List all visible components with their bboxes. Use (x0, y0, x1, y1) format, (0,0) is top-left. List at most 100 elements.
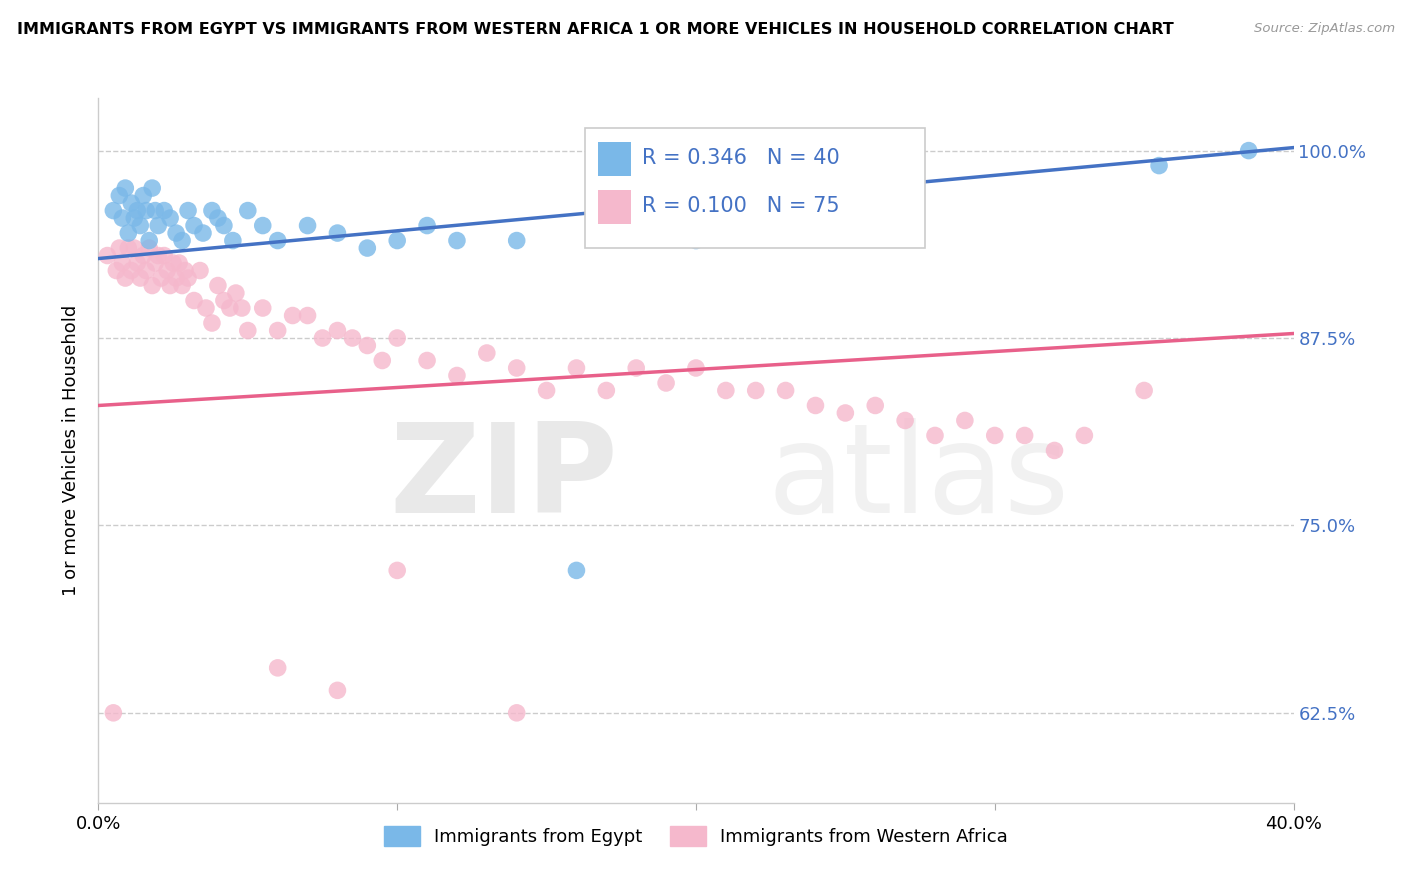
Point (124, 241, 146, 255)
Text: atlas: atlas (768, 418, 1070, 539)
Point (127, 256, 149, 270)
Point (326, 683, 349, 698)
Point (685, 361, 707, 376)
Point (165, 226, 187, 240)
Point (172, 278, 194, 293)
Point (865, 399, 887, 413)
Point (111, 256, 134, 270)
Point (188, 263, 211, 277)
Text: R = 0.346   N = 40: R = 0.346 N = 40 (643, 148, 839, 168)
Point (143, 203, 166, 218)
Point (135, 203, 157, 218)
Point (804, 399, 827, 413)
Point (953, 413, 976, 427)
Point (159, 211, 181, 225)
Point (565, 361, 588, 376)
Point (129, 219, 152, 233)
Point (138, 241, 160, 255)
Point (385, 234, 409, 248)
Point (120, 263, 142, 277)
Point (506, 234, 529, 248)
Point (446, 368, 468, 383)
Text: Source: ZipAtlas.com: Source: ZipAtlas.com (1254, 22, 1395, 36)
Point (114, 181, 136, 195)
Point (984, 428, 1007, 442)
Point (96, 248, 118, 262)
Point (153, 203, 176, 218)
Point (595, 384, 617, 398)
Point (167, 256, 190, 270)
Point (416, 353, 439, 368)
Y-axis label: 1 or more Vehicles in Household: 1 or more Vehicles in Household (62, 305, 80, 596)
FancyBboxPatch shape (585, 128, 925, 247)
Point (222, 234, 245, 248)
Point (342, 331, 364, 345)
Point (252, 219, 274, 233)
Point (148, 248, 170, 262)
Point (281, 309, 304, 323)
Point (685, 234, 707, 248)
Point (446, 234, 468, 248)
Point (1014, 428, 1036, 442)
Point (219, 301, 242, 315)
Point (132, 188, 155, 202)
Point (1043, 443, 1066, 458)
Point (141, 278, 163, 293)
Point (212, 293, 235, 308)
Point (156, 263, 179, 277)
Point (183, 219, 205, 233)
Point (267, 324, 290, 338)
Point (924, 428, 946, 442)
Point (103, 706, 125, 720)
Point (141, 181, 163, 195)
Point (775, 384, 797, 398)
Point (148, 219, 170, 233)
Point (153, 248, 176, 262)
Point (297, 309, 319, 323)
Point (1147, 159, 1170, 173)
Point (135, 263, 157, 277)
Point (385, 563, 409, 577)
FancyBboxPatch shape (598, 190, 631, 224)
FancyBboxPatch shape (598, 142, 631, 176)
Point (506, 706, 529, 720)
Point (207, 278, 229, 293)
Point (117, 241, 139, 255)
Point (132, 248, 155, 262)
Point (834, 406, 856, 420)
Point (174, 263, 197, 277)
Point (120, 196, 142, 211)
Point (138, 234, 160, 248)
Point (150, 271, 173, 285)
Point (385, 331, 409, 345)
Point (201, 316, 224, 330)
Point (714, 384, 737, 398)
Point (159, 278, 181, 293)
Point (356, 338, 378, 352)
Point (416, 219, 439, 233)
Point (236, 203, 259, 218)
Point (231, 301, 253, 315)
Point (129, 271, 152, 285)
Point (201, 203, 224, 218)
Legend: Immigrants from Egypt, Immigrants from Western Africa: Immigrants from Egypt, Immigrants from W… (377, 818, 1015, 854)
Point (475, 346, 498, 360)
Point (371, 353, 394, 368)
Point (183, 293, 205, 308)
Point (162, 256, 184, 270)
Point (108, 188, 131, 202)
Point (117, 226, 139, 240)
Point (124, 211, 146, 225)
Point (894, 413, 917, 427)
Point (172, 234, 194, 248)
Point (127, 203, 149, 218)
Text: ZIP: ZIP (389, 418, 619, 539)
Point (191, 226, 214, 240)
Point (356, 241, 378, 255)
Point (1133, 384, 1156, 398)
Point (111, 211, 134, 225)
Point (1073, 428, 1095, 442)
Point (326, 226, 349, 240)
Point (236, 324, 259, 338)
Point (212, 219, 235, 233)
